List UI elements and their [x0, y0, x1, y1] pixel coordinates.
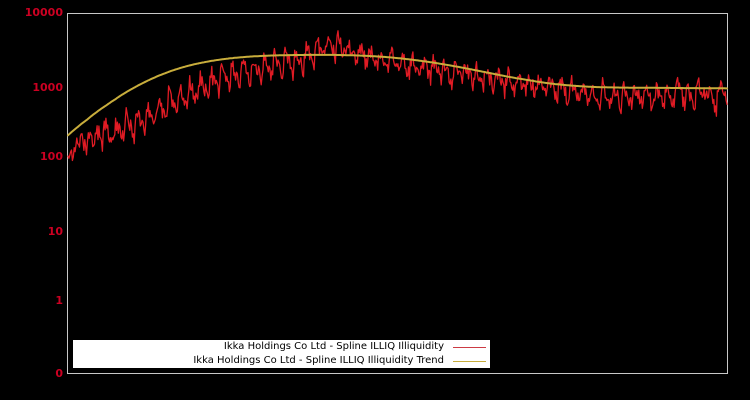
series-illiquidity-line	[67, 30, 728, 162]
series-trend-group	[67, 53, 728, 137]
series-illiquidity-group	[67, 30, 728, 162]
legend-line-icon-trend	[453, 360, 486, 362]
legend-line-icon-illiquidity	[453, 346, 486, 348]
y-tick-label-10000: 10000	[24, 6, 63, 19]
legend-label-illiquidity: Ikka Holdings Co Ltd - Spline ILLIQ Illi…	[223, 341, 444, 352]
legend-label-trend: Ikka Holdings Co Ltd - Spline ILLIQ Illi…	[193, 355, 444, 366]
plot-area	[67, 13, 728, 374]
y-axis: 10000 1000 100 10 1 0	[0, 0, 63, 400]
y-tick-label-10: 10	[47, 225, 63, 238]
y-tick-label-1: 1	[55, 294, 63, 307]
series-trend-line	[67, 53, 728, 137]
legend-entry-illiquidity[interactable]: Ikka Holdings Co Ltd - Spline ILLIQ Illi…	[73, 340, 490, 354]
y-tick-label-0: 0	[55, 367, 63, 380]
legend: Ikka Holdings Co Ltd - Spline ILLIQ Illi…	[73, 340, 490, 368]
y-tick-label-1000: 1000	[32, 81, 63, 94]
y-tick-label-100: 100	[40, 150, 63, 163]
legend-entry-trend[interactable]: Ikka Holdings Co Ltd - Spline ILLIQ Illi…	[73, 354, 490, 368]
